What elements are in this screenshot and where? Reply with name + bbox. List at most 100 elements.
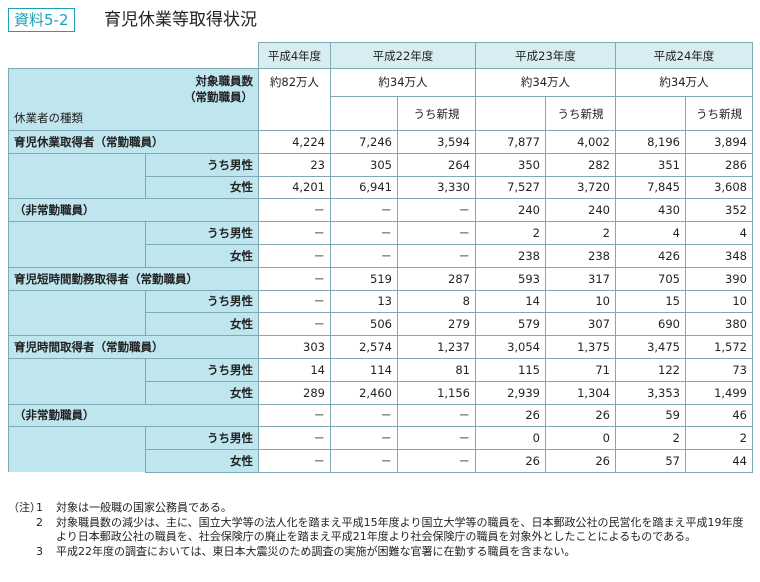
note-num: 1	[36, 501, 43, 514]
cell: 46	[685, 403, 753, 428]
cell: 4,224	[258, 130, 331, 154]
note: 3 平成22年度の調査においては、東日本大震災のため調査の実施が困難な官署に在勤す…	[8, 545, 753, 560]
empty-cell	[615, 96, 686, 131]
note-num: 3	[36, 544, 43, 558]
cell: 44	[685, 449, 753, 473]
note-text: 対象は一般職の国家公務員である。	[56, 501, 232, 514]
cell: 4	[685, 221, 753, 245]
cell: 264	[397, 152, 476, 177]
cell: 3,608	[685, 175, 753, 200]
sub-row: うち男性－－－ 0 0 2 2	[8, 426, 753, 473]
sub-row: うち男性 23 305 264 350 282 351 286	[8, 152, 753, 199]
cell: 15	[615, 289, 686, 314]
cell: 13	[330, 289, 398, 314]
cell: 10	[685, 289, 753, 314]
cell: －	[258, 266, 331, 291]
cell: 3,720	[545, 175, 616, 200]
cell: 430	[615, 198, 686, 223]
staff-label-sub: （常勤職員）	[184, 90, 253, 104]
cell: －	[397, 403, 476, 428]
group-row: 育児時間取得者（常勤職員） 303 2,574 1,237 3,054 1,375 3,47…	[8, 335, 753, 359]
cell: 57	[615, 449, 686, 473]
group-row: 育児休業取得者（常勤職員） 4,224 7,246 3,594 7,877 4,002 8,…	[8, 130, 753, 154]
year-header: 平成22年度	[330, 42, 476, 69]
header-row: うち新規 うち新規 うち新規	[9, 96, 753, 131]
cell: 351	[615, 152, 686, 177]
title: 育児休業等取得状況	[104, 10, 257, 30]
blank-cell	[8, 221, 146, 268]
cell: 10	[545, 289, 616, 314]
cell: 593	[475, 266, 546, 291]
cell: －	[258, 449, 331, 473]
cell: 2	[475, 221, 546, 245]
cell: －	[258, 289, 331, 314]
cell: 307	[545, 312, 616, 337]
group-row: （非常勤職員）－－－ 240 240 430 352	[8, 198, 753, 223]
cell: －	[258, 403, 331, 428]
sub-label: 女性	[145, 243, 259, 268]
cell: 26	[545, 449, 616, 473]
cell: 240	[545, 198, 616, 223]
year-header: 平成4年度	[258, 42, 331, 69]
row-header: 休業者の種類	[14, 111, 83, 125]
sub-row: 女性－ 506 279 579 307 690 380	[9, 312, 753, 337]
header-row: 平成4年度 平成22年度 平成23年度 平成24年度	[8, 42, 753, 69]
cell: 4	[615, 221, 686, 245]
cell: 114	[330, 357, 398, 382]
sub-label: 女性	[145, 312, 259, 337]
cell: －	[397, 221, 476, 245]
cell: 14	[258, 357, 331, 382]
cell: －	[397, 243, 476, 268]
cell: 7,527	[475, 175, 546, 200]
cell: 282	[545, 152, 616, 177]
new-label: うち新規	[397, 96, 476, 131]
cell: 279	[397, 312, 476, 337]
cell: 1,156	[397, 380, 476, 405]
cell: 71	[545, 357, 616, 382]
corner	[8, 42, 259, 69]
cell: 6,941	[330, 175, 398, 200]
cell: 26	[475, 403, 546, 428]
year-header: 平成24年度	[615, 42, 753, 69]
cell: 73	[685, 357, 753, 382]
notes: （注） 1 対象は一般職の国家公務員である。 2 対象職員数の減少は、主に、国立大学等の…	[8, 501, 753, 559]
cell: 317	[545, 266, 616, 291]
note: 2 対象職員数の減少は、主に、国立大学等の法人化を踏まえ平成15年度より国立大学等…	[8, 516, 753, 545]
cell: 352	[685, 198, 753, 223]
empty-cell	[475, 96, 546, 131]
cell: －	[258, 426, 331, 451]
note-prefix: （注）	[8, 501, 41, 514]
cell: 8,196	[615, 130, 686, 154]
note-text: 対象職員数の減少は、主に、国立大学等の法人化を踏まえ平成15年度より国立大学等の…	[56, 515, 744, 544]
sub-row: 女性－－－ 238 238 426 348	[9, 243, 753, 268]
cell: －	[330, 403, 398, 428]
cell: 8	[397, 289, 476, 314]
cell: 81	[397, 357, 476, 382]
cell: 4,201	[258, 175, 331, 200]
cell: －	[258, 198, 331, 223]
note-indent	[8, 516, 36, 545]
new-label: うち新規	[545, 96, 616, 131]
table: 平成4年度 平成22年度 平成23年度 平成24年度 対象職員数 （常勤職員） 休業者の種類…	[8, 42, 753, 473]
cell: 690	[615, 312, 686, 337]
note: （注） 1 対象は一般職の国家公務員である。	[8, 501, 753, 516]
cell: 238	[545, 243, 616, 268]
sub-label: うち男性	[145, 357, 259, 382]
sub-row: うち男性 14 114 81 115 71 122 73	[8, 357, 753, 405]
staff-count: 約82万人	[258, 68, 331, 131]
sub-row: 女性 4,201 6,941 3,330 7,527 3,720 7,845 3,608	[9, 175, 753, 200]
cell: 1,375	[545, 335, 616, 359]
cell: 2,460	[330, 380, 398, 405]
cell: 303	[258, 335, 331, 359]
cell: 23	[258, 152, 331, 177]
cell: －	[397, 449, 476, 473]
cell: －	[258, 243, 331, 268]
cell: 289	[258, 380, 331, 405]
badge: 資料5-2	[8, 8, 75, 32]
note-indent	[8, 545, 36, 560]
cell: 2	[545, 221, 616, 245]
cell: 287	[397, 266, 476, 291]
cell: 3,894	[685, 130, 753, 154]
cell: －	[330, 198, 398, 223]
cell: 426	[615, 243, 686, 268]
